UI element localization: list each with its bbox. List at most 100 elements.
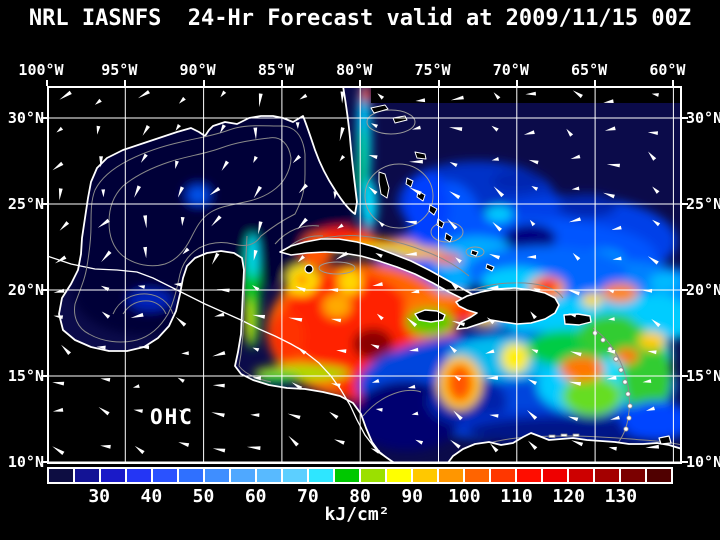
axis-tick [41,203,47,205]
wind-vector-arrow [98,407,110,416]
wind-vector-arrow [415,98,426,103]
wind-vector-arrow [491,125,499,132]
wind-vector-arrow [607,289,615,294]
wind-vector-arrow [572,90,583,99]
wind-vector-arrow [453,410,463,421]
wind-vector-arrow [209,186,221,196]
colorbar-tick-60: 60 [244,486,267,507]
wind-vector-arrow [100,285,110,292]
axis-tick [359,80,362,86]
colorbar-cell-20-25 [49,469,73,482]
wind-vector-arrow [175,124,181,131]
wind-vector-arrow [252,314,266,319]
wind-vector-arrow [178,96,186,104]
wind-vector-arrow [177,186,185,198]
wind-vector-arrow [253,155,258,163]
wind-vector-arrow [253,185,262,199]
wind-vector-arrow [647,131,658,135]
wind-vector-arrow [250,413,260,417]
wind-vector-arrow [371,378,380,383]
wind-vector-arrow [411,411,419,416]
wind-vector-arrow [648,151,657,161]
wind-vector-arrow [101,189,106,198]
wind-vector-arrow [651,318,661,328]
wind-vector-arrow [216,288,230,293]
colorbar-cell-45-50 [179,469,203,482]
axis-tick [41,375,47,377]
colorbar-cell-90-95 [413,469,437,482]
colorbar-tick-50: 50 [192,486,215,507]
colorbar-unit-label: kJ/cm² [324,504,390,525]
wind-vector-arrow [140,153,148,163]
wind-vector-arrow [100,378,111,382]
lon-label-100w: 100°W [18,61,64,79]
map-panel: OHC [47,86,682,464]
wind-vector-arrow [645,444,659,449]
map-frame [47,86,682,464]
wind-vector-arrow [101,250,112,263]
wind-vector-arrow [652,219,661,227]
wind-vector-arrow [55,255,67,264]
wind-vector-arrow [652,186,660,194]
colorbar-tick-100: 100 [448,486,481,507]
wind-vector-arrow [340,91,345,104]
lat-label-left-15n: 15°N [7,367,44,385]
lon-label-80w: 80°W [336,61,373,79]
wind-vector-arrow [181,351,189,356]
wind-vector-arrow [333,191,338,200]
wind-vector-arrow [531,349,539,354]
wind-vector-arrow [570,154,581,159]
wind-vector-arrow [611,225,622,230]
wind-vector-arrow [56,126,64,133]
wind-vector-arrow [258,93,263,108]
wind-vector-arrow [568,313,577,318]
wind-vector-arrow [375,408,383,412]
axis-tick [594,80,597,86]
wind-vector-arrow [377,93,385,100]
wind-vector-arrow [571,186,580,191]
lon-label-95w: 95°W [101,61,138,79]
wind-vector-arrow [295,122,300,129]
lon-label-60w: 60°W [649,61,686,79]
wind-vector-arrow [368,186,378,195]
wind-vector-arrow [530,311,537,320]
wind-vector-arrow [252,347,260,352]
colorbar-cell-100-105 [465,469,489,482]
lon-label-85w: 85°W [257,61,294,79]
colorbar-cell-55-60 [231,469,255,482]
axis-tick [682,289,688,291]
wind-vector-arrow [253,249,258,261]
wind-vector-arrow [525,91,536,96]
wind-vector-arrow [415,439,424,445]
wind-vector-arrow [173,282,182,287]
colorbar-cell-70-75 [309,469,333,482]
wind-vector-arrow [409,187,422,196]
land-jamaica [414,309,446,323]
wind-vector-arrow [52,161,64,171]
wind-vector-arrow [568,416,579,422]
wind-vector-arrow [533,288,541,293]
wind-vector-arrow [606,375,617,380]
wind-vector-arrow [406,317,418,327]
wind-vector-arrow [603,99,614,103]
colorbar-cell-115-120 [543,469,567,482]
wind-vector-arrow [603,192,615,199]
colorbar [47,467,673,484]
wind-vector-arrow [450,95,464,101]
wind-vector-arrow [182,247,190,255]
colorbar-cell-95-100 [439,469,463,482]
land-isla-juventud [304,264,314,274]
wind-vector-arrow [331,383,341,388]
colorbar-cell-125-130 [595,469,619,482]
wind-vector-arrow [143,246,147,259]
wind-vector-arrow [378,220,385,228]
wind-vector-arrow [371,123,378,129]
wind-vector-arrow [608,317,615,321]
wind-vector-arrow [292,154,301,164]
wind-vector-arrow [372,282,383,286]
wind-vector-arrow [175,316,187,327]
wind-vector-arrow [570,351,582,357]
islands [279,104,682,464]
wind-vector-arrow [523,130,535,135]
